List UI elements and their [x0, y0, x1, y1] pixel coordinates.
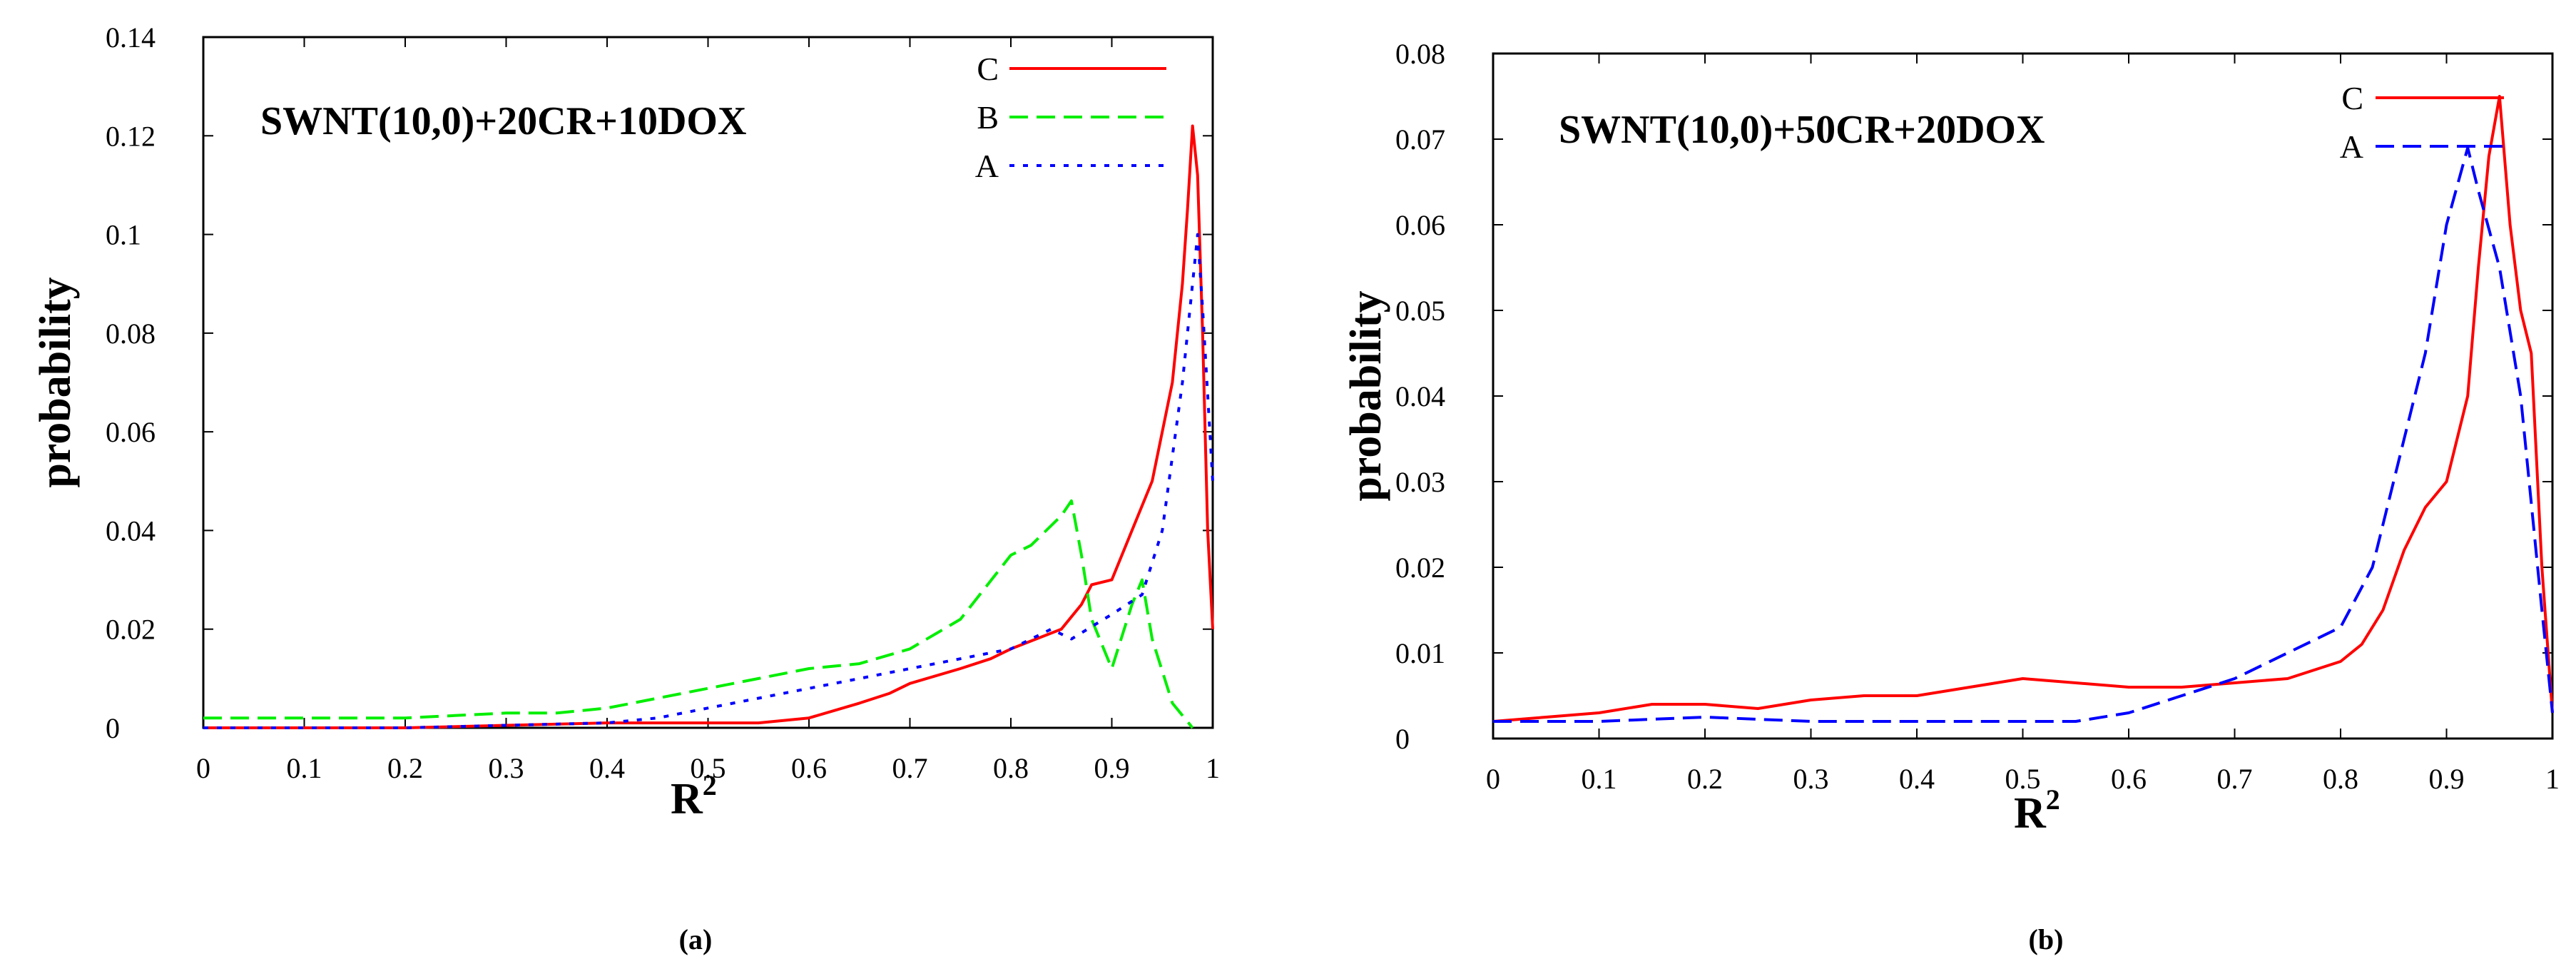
y-tick-label: 0 — [1395, 723, 1410, 755]
y-tick-label: 0.02 — [106, 614, 156, 646]
panel-caption-b: (b) — [2029, 923, 2064, 955]
y-tick-label: 0.12 — [106, 120, 156, 152]
x-tick-label: 0.9 — [1094, 752, 1130, 784]
x-tick-label: 0.7 — [2217, 763, 2253, 795]
y-tick-label: 0.05 — [1395, 295, 1445, 327]
legend-label-a: A — [2340, 128, 2363, 165]
x-tick-label: 1 — [1206, 752, 1220, 784]
series-line-c — [1492, 95, 2554, 723]
x-tick-label: 0.7 — [892, 752, 928, 784]
legend-a: CBA — [975, 51, 1166, 184]
series-group-b — [1492, 95, 2554, 723]
x-tick-label: 0.4 — [1899, 763, 1935, 795]
x-axis-label-base-b: R — [2014, 789, 2047, 838]
y-tick-label: 0.14 — [106, 21, 156, 54]
y-tick-label: 0 — [106, 712, 120, 744]
x-tick-label: 0.4 — [589, 752, 625, 784]
legend-label-c: C — [977, 51, 999, 87]
y-tick-label: 0.06 — [1395, 209, 1445, 241]
plot-frame-b — [1492, 52, 2554, 740]
series-line-b — [203, 499, 1194, 729]
y-axis-label-b: probability — [1342, 290, 1390, 501]
x-tick-label: 0.1 — [287, 752, 322, 784]
axis-ticks-a: 0 0.1 0.2 0.3 0.4 0.5 0.6 0.7 0.8 0.9 1 0 0.02 0.04 0.… — [106, 21, 1220, 784]
y-tick-label: 0.1 — [106, 219, 141, 251]
legend-label-b: B — [977, 99, 999, 136]
panel-caption-a: (a) — [679, 923, 713, 955]
chart-title-b: SWNT(10,0)+50CR+20DOX — [1559, 108, 2045, 152]
series-line-a — [203, 233, 1214, 729]
y-tick-label: 0.08 — [1395, 38, 1445, 70]
x-tick-label: 0 — [196, 752, 210, 784]
x-tick-label: 0.6 — [791, 752, 827, 784]
x-tick-label: 0.8 — [993, 752, 1029, 784]
legend-label-c: C — [2341, 80, 2363, 116]
legend-label-a: A — [975, 148, 999, 184]
y-tick-label: 0.08 — [106, 318, 156, 350]
x-tick-label: 0.5 — [2005, 763, 2041, 795]
y-tick-label: 0.04 — [106, 514, 156, 547]
x-tick-label: 0.6 — [2111, 763, 2147, 795]
y-tick-label: 0.04 — [1395, 380, 1445, 412]
x-tick-label: 0.3 — [1793, 763, 1829, 795]
y-tick-label: 0.01 — [1395, 637, 1445, 669]
x-axis-label-a: R2 — [671, 769, 717, 823]
x-axis-label-superscript-a: 2 — [703, 769, 717, 801]
y-tick-label: 0.06 — [106, 416, 156, 448]
chart-title-a: SWNT(10,0)+20CR+10DOX — [260, 99, 746, 143]
x-tick-label: 0.8 — [2323, 763, 2358, 795]
x-tick-label: 0.5 — [691, 752, 726, 784]
axis-ticks-b: 0 0.1 0.2 0.3 0.4 0.5 0.6 0.7 0.8 0.9 1 0 0.01 0.02 0.… — [1395, 38, 2560, 795]
chart-panel-b: 0 0.1 0.2 0.3 0.4 0.5 0.6 0.7 0.8 0.9 1 0 0.01 0.02 0.… — [1342, 38, 2560, 955]
legend-b: CA — [2340, 80, 2504, 165]
series-group-a — [203, 124, 1214, 729]
x-axis-label-base-a: R — [671, 775, 703, 823]
x-tick-label: 0.2 — [1687, 763, 1723, 795]
x-tick-label: 0.1 — [1582, 763, 1617, 795]
x-tick-label: 0.3 — [489, 752, 524, 784]
x-tick-label: 0 — [1486, 763, 1500, 795]
y-axis-label-a: probability — [31, 277, 80, 487]
series-line-c — [203, 124, 1214, 729]
chart-panel-a: 0 0.1 0.2 0.3 0.4 0.5 0.6 0.7 0.8 0.9 1 0 0.02 0.04 0.… — [31, 21, 1220, 955]
series-line-a — [1493, 146, 2554, 723]
y-tick-label: 0.02 — [1395, 552, 1445, 584]
x-tick-label: 0.2 — [387, 752, 423, 784]
x-axis-label-b: R2 — [2014, 783, 2060, 838]
y-tick-label: 0.07 — [1395, 123, 1445, 156]
x-tick-label: 0.9 — [2429, 763, 2465, 795]
x-tick-label: 1 — [2545, 763, 2560, 795]
x-axis-label-superscript-b: 2 — [2046, 783, 2060, 816]
y-tick-label: 0.03 — [1395, 466, 1445, 498]
